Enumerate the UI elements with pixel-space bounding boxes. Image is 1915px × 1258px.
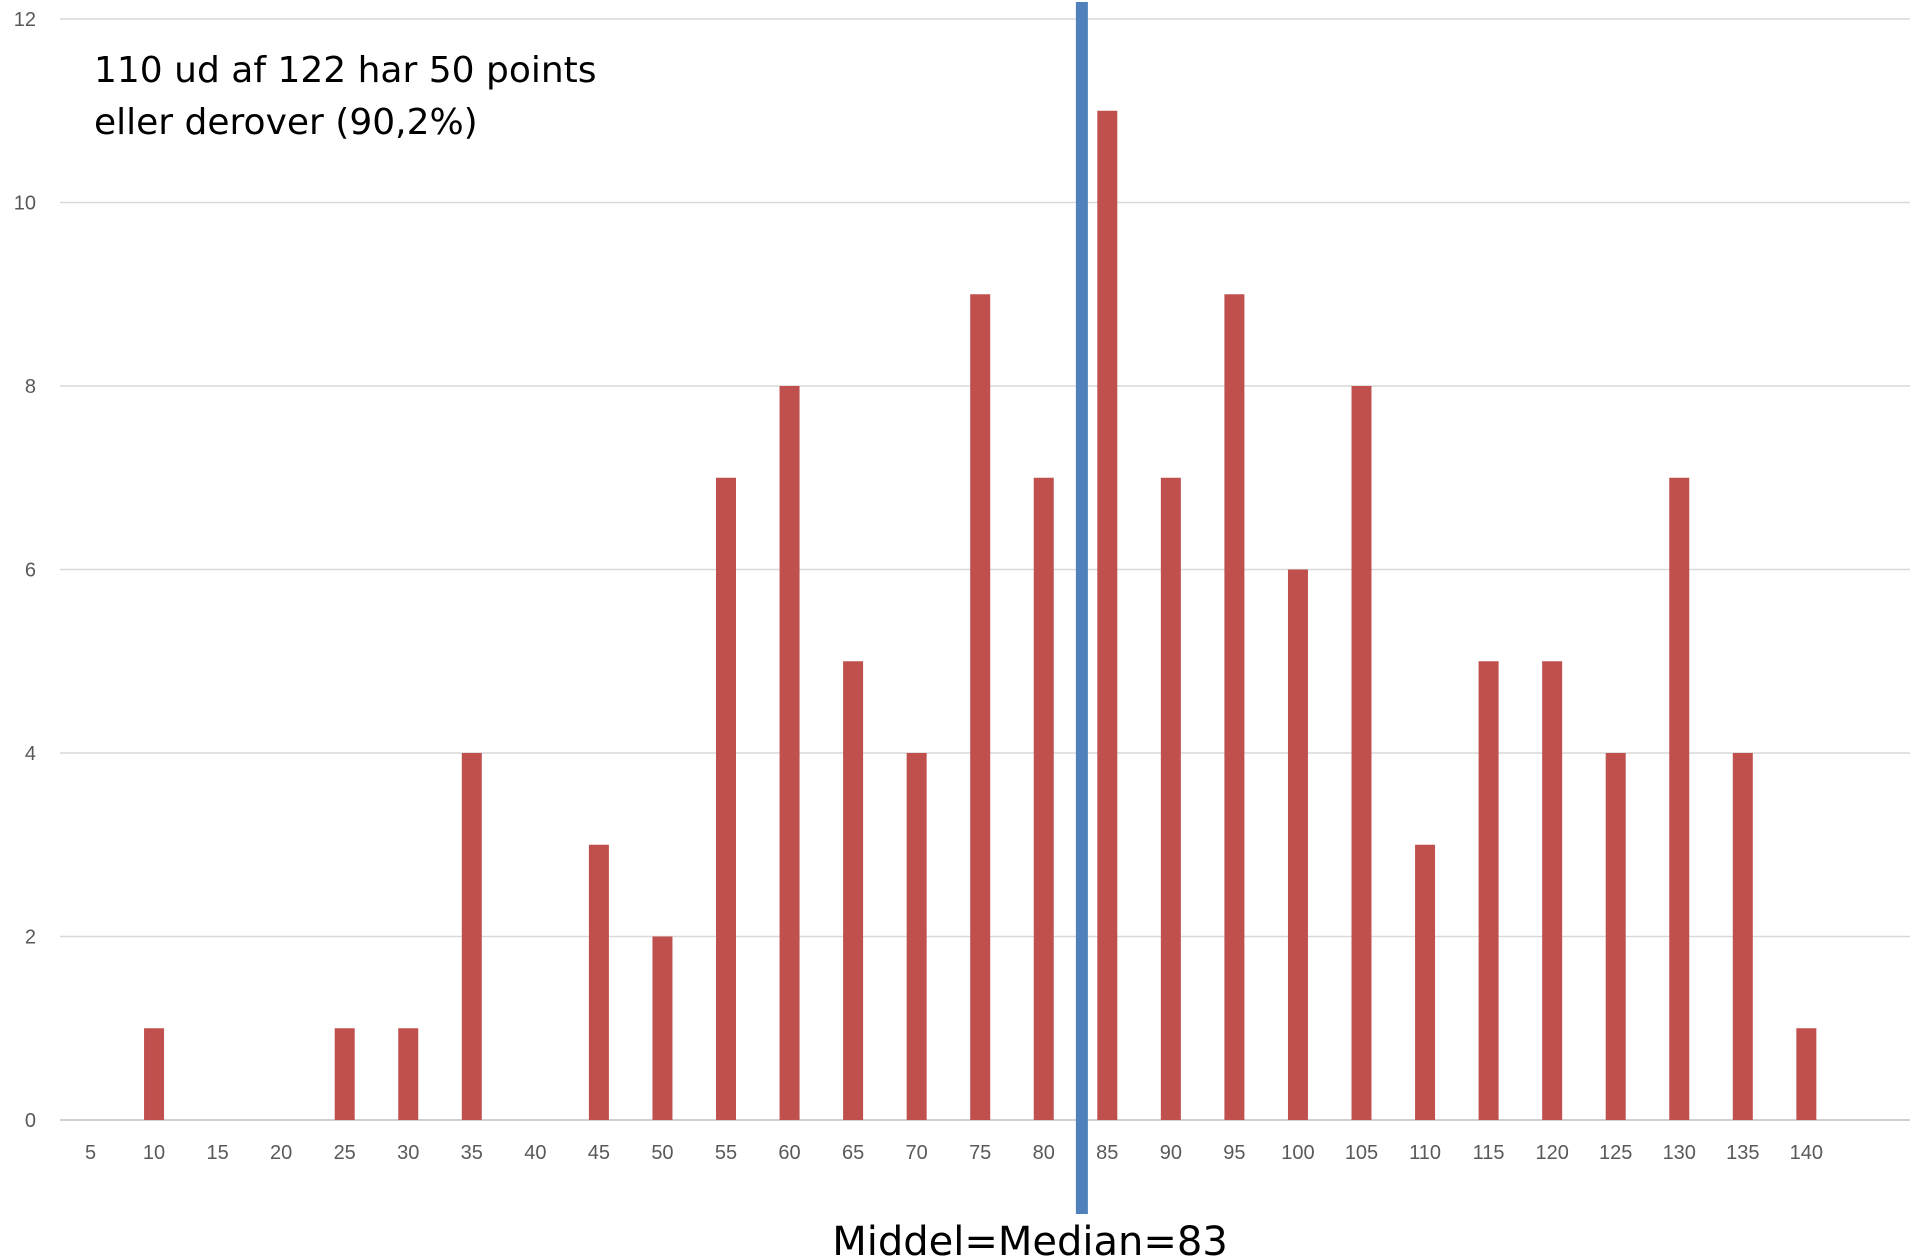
y-tick-label: 2 bbox=[25, 927, 36, 949]
x-tick-label: 85 bbox=[1096, 1142, 1118, 1164]
x-tick-label: 35 bbox=[461, 1142, 483, 1164]
x-tick-label: 100 bbox=[1281, 1142, 1314, 1164]
x-tick-label: 55 bbox=[715, 1142, 737, 1164]
median-marker-line bbox=[1075, 2, 1088, 1214]
bar-140 bbox=[1796, 1028, 1817, 1120]
x-tick-label: 105 bbox=[1345, 1142, 1378, 1164]
bar-65 bbox=[843, 661, 864, 1120]
x-tick-label: 120 bbox=[1535, 1142, 1568, 1164]
x-tick-label: 20 bbox=[270, 1142, 292, 1164]
bar-55 bbox=[716, 477, 736, 1120]
x-tick-label: 50 bbox=[651, 1142, 673, 1164]
annotation-line-2: eller derover (90,2%) bbox=[94, 102, 478, 143]
x-tick-label: 70 bbox=[906, 1142, 928, 1164]
x-tick-label: 5 bbox=[85, 1142, 96, 1164]
y-tick-label: 12 bbox=[14, 9, 36, 31]
bar-75 bbox=[970, 294, 991, 1120]
bar-130 bbox=[1669, 477, 1690, 1120]
x-tick-label: 45 bbox=[588, 1142, 610, 1164]
bar-135 bbox=[1732, 753, 1753, 1120]
bar-35 bbox=[461, 753, 482, 1120]
annotation-line-1: 110 ud af 122 har 50 points bbox=[94, 50, 597, 91]
x-tick-label: 15 bbox=[206, 1142, 228, 1164]
x-tick-label: 130 bbox=[1663, 1142, 1696, 1164]
x-tick-label: 10 bbox=[143, 1142, 165, 1164]
y-tick-label: 6 bbox=[25, 560, 36, 582]
bar-25 bbox=[334, 1028, 355, 1120]
x-tick-label: 30 bbox=[397, 1142, 419, 1164]
x-tick-label: 75 bbox=[969, 1142, 991, 1164]
bar-120 bbox=[1542, 661, 1563, 1120]
bar-80 bbox=[1033, 477, 1054, 1120]
x-tick-label: 90 bbox=[1160, 1142, 1182, 1164]
bar-125 bbox=[1605, 753, 1626, 1120]
median-marker-label: Middel=Median=83 bbox=[832, 1219, 1228, 1258]
bar-50 bbox=[652, 936, 673, 1120]
bar-45 bbox=[588, 844, 609, 1120]
bar-10 bbox=[144, 1028, 165, 1120]
x-tick-label: 60 bbox=[778, 1142, 800, 1164]
y-tick-label: 8 bbox=[25, 376, 36, 398]
y-tick-label: 4 bbox=[25, 743, 36, 765]
bar-90 bbox=[1160, 477, 1181, 1120]
bar-70 bbox=[906, 753, 927, 1120]
x-tick-label: 40 bbox=[524, 1142, 546, 1164]
x-tick-label: 115 bbox=[1473, 1142, 1505, 1164]
bar-60 bbox=[779, 386, 800, 1120]
x-tick-label: 125 bbox=[1599, 1142, 1632, 1164]
x-tick-label: 80 bbox=[1033, 1142, 1055, 1164]
x-tick-label: 25 bbox=[334, 1142, 356, 1164]
x-tick-label: 110 bbox=[1409, 1142, 1441, 1164]
x-tick-label: 95 bbox=[1223, 1142, 1245, 1164]
y-axis-tick-labels: 0 2 4 6 8 10 12 bbox=[14, 9, 36, 1132]
bars bbox=[144, 110, 1817, 1120]
x-tick-label: 135 bbox=[1726, 1142, 1759, 1164]
x-tick-label: 140 bbox=[1790, 1142, 1823, 1164]
y-tick-label: 10 bbox=[14, 193, 36, 215]
bar-110 bbox=[1415, 844, 1436, 1120]
y-tick-label: 0 bbox=[25, 1110, 36, 1132]
x-tick-label: 65 bbox=[842, 1142, 864, 1164]
bar-105 bbox=[1351, 386, 1372, 1120]
bar-30 bbox=[398, 1028, 419, 1120]
x-axis-tick-labels: 5 10 15 20 25 30 35 40 45 50 55 60 65 70 75 80 85 90 95 100… bbox=[85, 1142, 1823, 1164]
bar-100 bbox=[1287, 569, 1308, 1120]
bar-95 bbox=[1224, 294, 1245, 1120]
bar-115 bbox=[1478, 661, 1499, 1120]
bar-85 bbox=[1097, 110, 1118, 1120]
